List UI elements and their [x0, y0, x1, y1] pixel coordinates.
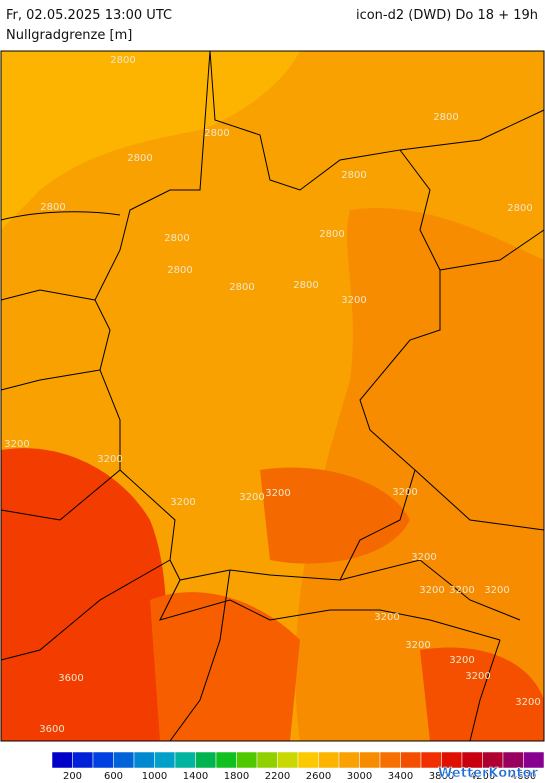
colorbar-swatch	[174, 751, 196, 769]
colorbar-label: 1400	[183, 771, 208, 782]
contour-label: 3200	[515, 697, 540, 708]
map-field	[0, 50, 545, 742]
contour-label: 3200	[465, 671, 490, 682]
colorbar-swatch	[400, 751, 422, 769]
colorbar-swatch	[318, 751, 340, 769]
contour-label: 2800	[341, 170, 366, 181]
contour-label: 2800	[204, 128, 229, 139]
contour-label: 2800	[319, 229, 344, 240]
colorbar-label: 2200	[265, 771, 290, 782]
colorbar-swatch	[297, 751, 319, 769]
map-frame	[0, 50, 545, 742]
contour-label: 2800	[507, 203, 532, 214]
contour-label: 2800	[40, 202, 65, 213]
colorbar-swatch	[113, 751, 135, 769]
contour-label: 2800	[110, 55, 135, 66]
variable: Nullgradgrenze [m]	[6, 28, 132, 43]
contour-label: 2800	[167, 265, 192, 276]
colorbar-swatch	[256, 751, 278, 769]
contour-label: 3200	[239, 492, 264, 503]
contour-label: 2800	[433, 112, 458, 123]
contour-label: 3600	[58, 673, 83, 684]
contour-label: 2800	[164, 233, 189, 244]
colorbar-label: 3800	[429, 771, 454, 782]
colorbar-label: 4200	[470, 771, 495, 782]
contour-label: 3200	[265, 488, 290, 499]
colorbar-swatch	[379, 751, 401, 769]
contour-label: 2800	[229, 282, 254, 293]
colorbar-label: 3000	[347, 771, 372, 782]
contour-label: 3200	[405, 640, 430, 651]
colorbar-swatch	[72, 751, 94, 769]
field	[260, 467, 410, 564]
contour-label: 3200	[374, 612, 399, 623]
colorbar-swatch	[338, 751, 360, 769]
contour-label: 3200	[449, 585, 474, 596]
colorbar-label: 3400	[388, 771, 413, 782]
colorbar-swatch	[359, 751, 381, 769]
colorbar-swatch	[154, 751, 176, 769]
colorbar-swatch	[277, 751, 299, 769]
contour-label: 3200	[449, 655, 474, 666]
colorbar-label: 4600	[511, 771, 536, 782]
contour-label: 3200	[97, 454, 122, 465]
colorbar-swatch	[133, 751, 155, 769]
contour-label: 3200	[341, 295, 366, 306]
field	[1, 448, 167, 741]
colorbar-label: 1800	[224, 771, 249, 782]
contour-label: 3200	[392, 487, 417, 498]
colorbar-label: 2600	[306, 771, 331, 782]
contour-label: 3200	[4, 439, 29, 450]
colorbar-label: 200	[63, 771, 82, 782]
contour-label: 3200	[411, 552, 436, 563]
colorbar-label: 600	[104, 771, 123, 782]
border	[94, 50, 441, 581]
contour-label: 3600	[39, 724, 64, 735]
datetime: Fr, 02.05.2025 13:00 UTC	[6, 8, 172, 23]
field	[1, 51, 300, 230]
colorbar-swatch	[51, 751, 73, 769]
colorbar-label: 1000	[142, 771, 167, 782]
contour-label: 3200	[419, 585, 444, 596]
colorbar-swatch	[195, 751, 217, 769]
logo: WetterKontor	[438, 766, 539, 781]
model-run: icon-d2 (DWD) Do 18 + 19h	[356, 8, 538, 23]
contour-label: 2800	[293, 280, 318, 291]
colorbar-swatch	[523, 751, 545, 769]
field	[150, 592, 300, 741]
colorbar-swatch	[236, 751, 258, 769]
colorbar-swatch	[215, 751, 237, 769]
contour-label: 3200	[484, 585, 509, 596]
contour-label: 2800	[127, 153, 152, 164]
border	[0, 109, 545, 742]
colorbar-swatch	[92, 751, 114, 769]
contour-label: 3200	[170, 497, 195, 508]
